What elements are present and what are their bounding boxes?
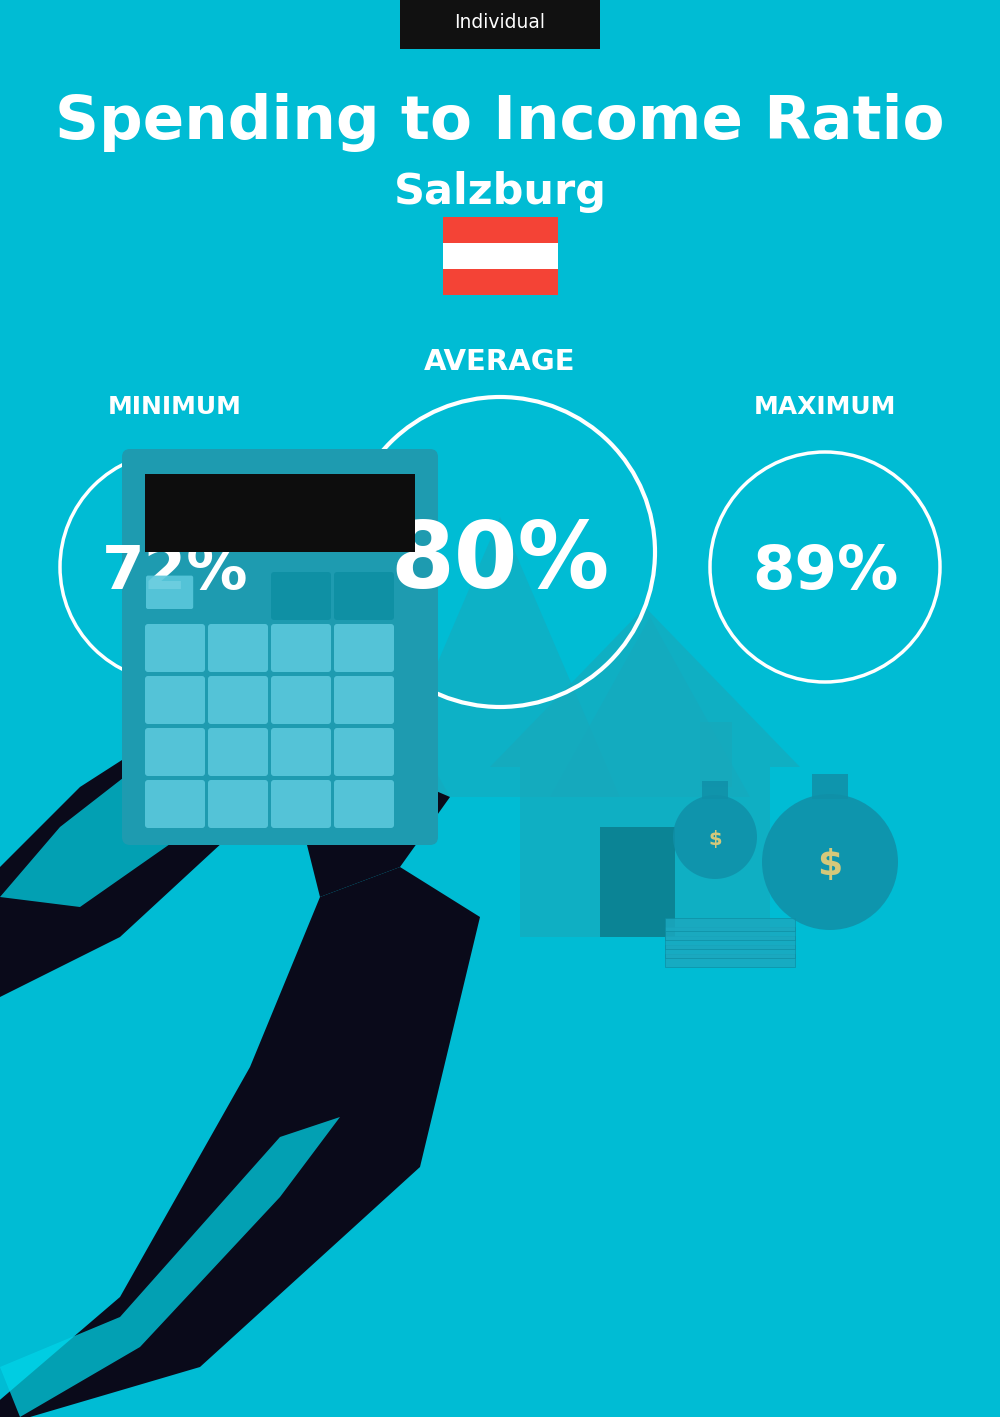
FancyBboxPatch shape: [271, 676, 331, 724]
Bar: [702, 781, 728, 799]
Bar: [665, 937, 795, 949]
FancyBboxPatch shape: [271, 623, 331, 672]
Bar: [812, 774, 848, 799]
FancyBboxPatch shape: [145, 475, 415, 553]
Circle shape: [673, 795, 757, 879]
Text: 80%: 80%: [390, 517, 610, 606]
FancyBboxPatch shape: [122, 449, 438, 845]
FancyBboxPatch shape: [334, 623, 394, 672]
Text: MAXIMUM: MAXIMUM: [754, 395, 896, 419]
Bar: [520, 767, 770, 937]
Polygon shape: [300, 767, 450, 897]
FancyBboxPatch shape: [208, 728, 268, 777]
Polygon shape: [0, 1117, 340, 1417]
FancyBboxPatch shape: [208, 676, 268, 724]
Bar: [665, 954, 795, 966]
Polygon shape: [550, 616, 750, 796]
Circle shape: [762, 794, 898, 930]
FancyBboxPatch shape: [208, 623, 268, 672]
FancyBboxPatch shape: [145, 728, 205, 777]
FancyBboxPatch shape: [271, 572, 331, 621]
Bar: [442, 269, 558, 295]
FancyBboxPatch shape: [145, 779, 205, 828]
Polygon shape: [380, 517, 620, 796]
FancyBboxPatch shape: [146, 575, 193, 609]
FancyBboxPatch shape: [271, 779, 331, 828]
FancyBboxPatch shape: [271, 728, 331, 777]
FancyBboxPatch shape: [334, 572, 394, 621]
Bar: [665, 927, 795, 939]
FancyBboxPatch shape: [145, 676, 205, 724]
Text: Salzburg: Salzburg: [394, 171, 606, 213]
Bar: [700, 723, 732, 786]
Polygon shape: [0, 867, 480, 1417]
Text: $: $: [708, 829, 722, 849]
Bar: [442, 242, 558, 269]
Text: $: $: [817, 847, 843, 881]
Text: MINIMUM: MINIMUM: [108, 395, 242, 419]
Text: 72%: 72%: [102, 543, 248, 601]
Polygon shape: [0, 757, 220, 907]
Bar: [665, 918, 795, 931]
FancyBboxPatch shape: [334, 676, 394, 724]
FancyBboxPatch shape: [145, 623, 205, 672]
Text: Spending to Income Ratio: Spending to Income Ratio: [55, 92, 945, 152]
Text: 89%: 89%: [752, 543, 898, 601]
Polygon shape: [250, 616, 450, 796]
Polygon shape: [490, 606, 800, 767]
Bar: [665, 945, 795, 958]
Bar: [442, 217, 558, 242]
FancyBboxPatch shape: [334, 728, 394, 777]
Polygon shape: [0, 697, 300, 998]
FancyBboxPatch shape: [334, 779, 394, 828]
Text: AVERAGE: AVERAGE: [424, 349, 576, 376]
Bar: [600, 828, 675, 937]
Text: Individual: Individual: [454, 14, 546, 33]
FancyBboxPatch shape: [400, 0, 600, 50]
FancyBboxPatch shape: [208, 779, 268, 828]
